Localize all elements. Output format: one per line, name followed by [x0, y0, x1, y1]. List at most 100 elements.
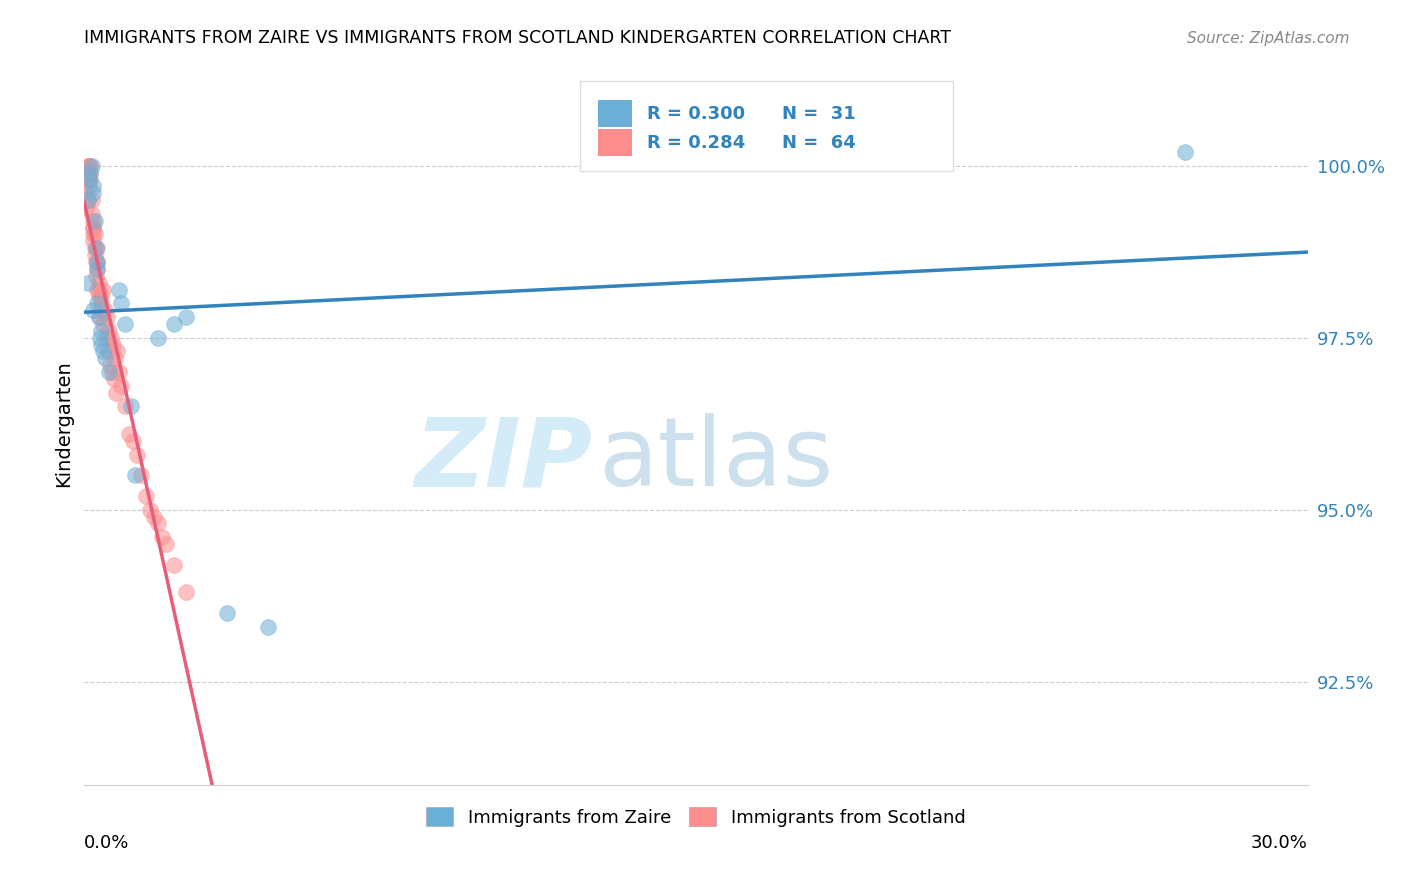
Point: [82, 220, 104, 235]
Point: [83, 213, 105, 227]
FancyBboxPatch shape: [598, 129, 633, 156]
Text: 0.0%: 0.0%: [84, 834, 129, 852]
Point: [97, 324, 120, 338]
Point: [93, 303, 115, 318]
Point: [86, 283, 108, 297]
Point: [82, 179, 104, 194]
Point: [79, 172, 101, 186]
Text: R = 0.284: R = 0.284: [647, 134, 745, 152]
Point: [142, 509, 165, 524]
Point: [83, 248, 105, 262]
Text: N =  64: N = 64: [782, 134, 855, 152]
Point: [86, 261, 108, 276]
Point: [79, 165, 101, 179]
Point: [89, 331, 111, 345]
Point: [105, 344, 128, 359]
Point: [104, 351, 127, 366]
Text: ZIP: ZIP: [415, 413, 592, 507]
Point: [217, 606, 239, 620]
Point: [86, 296, 108, 310]
Point: [96, 310, 118, 324]
Point: [90, 337, 112, 351]
Point: [80, 159, 103, 173]
Point: [138, 502, 160, 516]
Point: [76, 193, 98, 207]
Text: Source: ZipAtlas.com: Source: ZipAtlas.com: [1187, 31, 1350, 46]
Point: [76, 172, 98, 186]
Point: [101, 365, 124, 379]
Point: [86, 241, 108, 255]
Point: [77, 172, 100, 186]
Point: [114, 400, 136, 414]
Point: [82, 213, 104, 227]
Text: N =  31: N = 31: [782, 104, 855, 123]
Point: [108, 283, 131, 297]
Point: [77, 159, 100, 173]
Point: [114, 317, 136, 331]
Point: [110, 296, 132, 310]
Point: [82, 227, 104, 242]
Text: IMMIGRANTS FROM ZAIRE VS IMMIGRANTS FROM SCOTLAND KINDERGARTEN CORRELATION CHART: IMMIGRANTS FROM ZAIRE VS IMMIGRANTS FROM…: [84, 29, 952, 47]
Point: [79, 165, 101, 179]
Point: [98, 358, 121, 372]
Point: [174, 585, 197, 599]
Point: [89, 310, 111, 324]
Point: [86, 255, 108, 269]
Point: [75, 186, 97, 201]
Point: [120, 400, 142, 414]
FancyBboxPatch shape: [598, 100, 633, 128]
Point: [87, 276, 110, 290]
Point: [118, 427, 141, 442]
Point: [163, 558, 186, 572]
Point: [135, 489, 157, 503]
Point: [97, 365, 120, 379]
Point: [77, 179, 100, 194]
Point: [103, 372, 125, 386]
Point: [82, 235, 104, 249]
Point: [100, 331, 122, 345]
Point: [155, 537, 177, 551]
Point: [131, 468, 153, 483]
Point: [97, 344, 120, 359]
Point: [90, 289, 112, 303]
Point: [84, 241, 107, 255]
Legend: Immigrants from Zaire, Immigrants from Scotland: Immigrants from Zaire, Immigrants from S…: [419, 800, 973, 834]
Point: [79, 159, 101, 173]
Point: [84, 255, 107, 269]
Point: [163, 317, 186, 331]
Point: [83, 241, 105, 255]
Text: R = 0.300: R = 0.300: [647, 104, 745, 123]
Point: [257, 620, 280, 634]
Point: [87, 289, 110, 303]
Point: [91, 344, 114, 359]
Point: [90, 324, 112, 338]
Y-axis label: Kindergarten: Kindergarten: [55, 360, 73, 487]
Point: [105, 385, 128, 400]
Point: [86, 255, 108, 269]
Point: [87, 310, 110, 324]
Point: [94, 331, 117, 345]
Point: [86, 261, 108, 276]
Point: [77, 159, 100, 173]
Point: [91, 317, 114, 331]
Point: [101, 337, 124, 351]
Point: [146, 331, 169, 345]
FancyBboxPatch shape: [579, 80, 953, 171]
Point: [124, 468, 146, 483]
Point: [108, 365, 131, 379]
Point: [76, 159, 98, 173]
Point: [110, 379, 132, 393]
Point: [77, 193, 100, 207]
Text: atlas: atlas: [598, 413, 834, 507]
Point: [82, 303, 104, 318]
Point: [90, 296, 112, 310]
Point: [91, 283, 114, 297]
Point: [77, 276, 100, 290]
Point: [82, 220, 104, 235]
Point: [84, 268, 107, 283]
Point: [93, 351, 115, 366]
Point: [122, 434, 145, 448]
Point: [87, 283, 110, 297]
Text: 30.0%: 30.0%: [1251, 834, 1308, 852]
Point: [174, 310, 197, 324]
